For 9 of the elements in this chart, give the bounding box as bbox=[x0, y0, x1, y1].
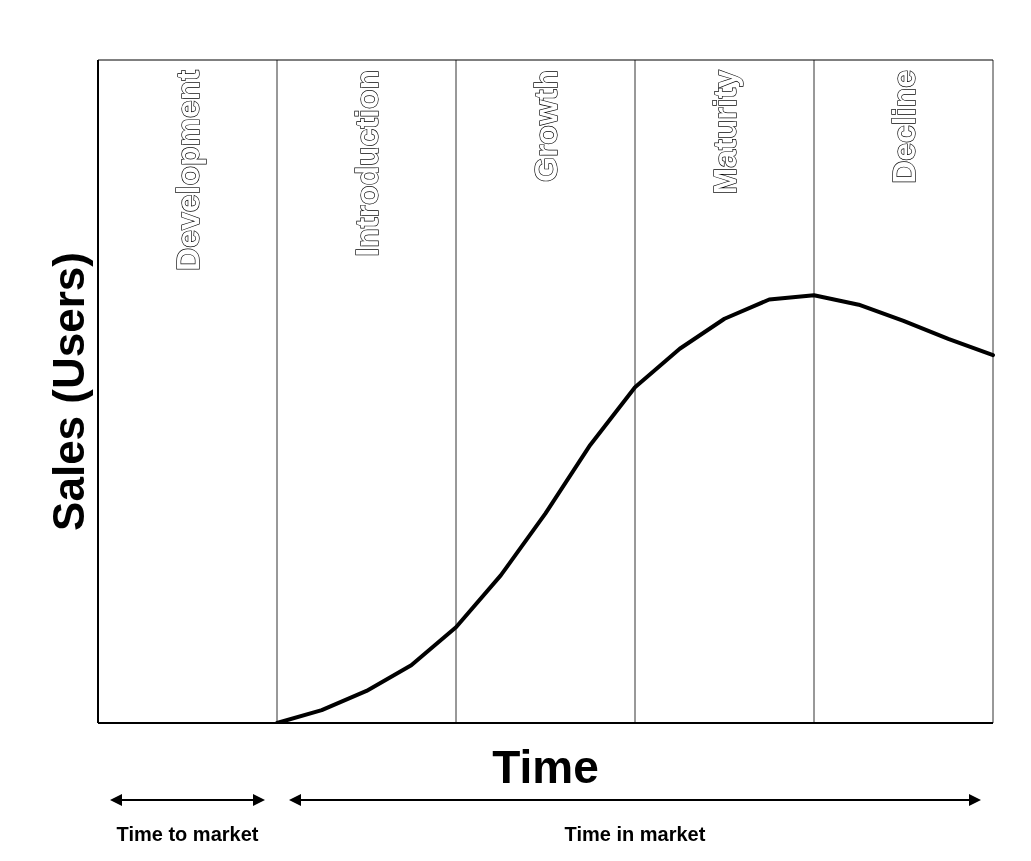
x-axis-title: Time bbox=[492, 741, 599, 793]
text: Time in market bbox=[563, 823, 707, 846]
text: Development bbox=[169, 69, 206, 271]
text: Growth bbox=[527, 70, 564, 182]
text: Decline bbox=[885, 70, 922, 184]
y-axis-title: Sales (Users) bbox=[43, 252, 93, 531]
text: Maturity bbox=[706, 69, 743, 195]
text: Time to market bbox=[115, 823, 260, 846]
text: Introduction bbox=[348, 70, 385, 257]
